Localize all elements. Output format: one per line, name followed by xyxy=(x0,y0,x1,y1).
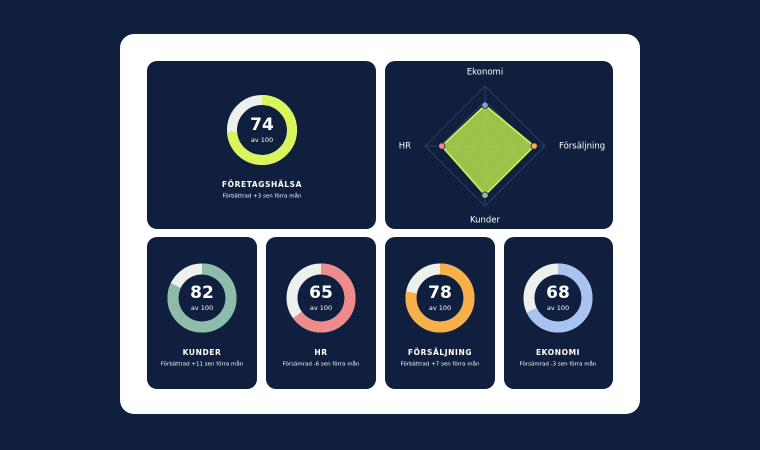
radar-dot xyxy=(438,142,446,150)
gauge-arc xyxy=(405,263,475,333)
card-title: FÖRSÄLJNING xyxy=(408,348,472,357)
gauge-max: av 100 xyxy=(547,304,569,312)
radar-label: Försäljning xyxy=(559,142,605,152)
radar-dot xyxy=(530,142,538,150)
card-title: HR xyxy=(314,348,327,357)
radar-dot xyxy=(481,101,489,109)
card xyxy=(385,237,495,389)
gauge-max: av 100 xyxy=(310,304,332,312)
radar-label: HR xyxy=(399,142,411,152)
card-note: Förbättrad +3 sen förra mån xyxy=(222,193,302,200)
gauge-max: av 100 xyxy=(191,304,213,312)
radar-label: Kunder xyxy=(470,216,501,226)
card xyxy=(504,237,613,389)
radar-dot xyxy=(481,191,489,199)
radar-label: Ekonomi xyxy=(467,68,503,78)
gauge-arc xyxy=(286,263,356,333)
gauge-arc xyxy=(227,95,297,165)
card-note: Försämrad -6 sen förra mån xyxy=(283,361,360,368)
gauge-arc xyxy=(167,263,237,333)
gauge-max: av 100 xyxy=(429,304,451,312)
card-title: FÖRETAGSHÄLSA xyxy=(222,180,302,189)
card xyxy=(147,237,257,389)
card xyxy=(266,237,376,389)
card-note: Förbättrad +7 sen förra mån xyxy=(400,361,480,368)
gauge-arc xyxy=(523,263,593,333)
card-note: Förbättrad +11 sen förra mån xyxy=(161,361,244,368)
gauge-max: av 100 xyxy=(251,136,273,144)
gauge-score: 74 xyxy=(250,115,274,135)
gauge-score: 78 xyxy=(428,283,452,303)
card-title: KUNDER xyxy=(183,348,222,357)
card-note: Försämrad -3 sen förra mån xyxy=(520,361,597,368)
card-title: EKONOMI xyxy=(536,348,580,357)
gauge-score: 82 xyxy=(190,283,214,303)
gauge-score: 68 xyxy=(546,283,570,303)
card xyxy=(147,61,376,229)
gauge-score: 65 xyxy=(309,283,333,303)
